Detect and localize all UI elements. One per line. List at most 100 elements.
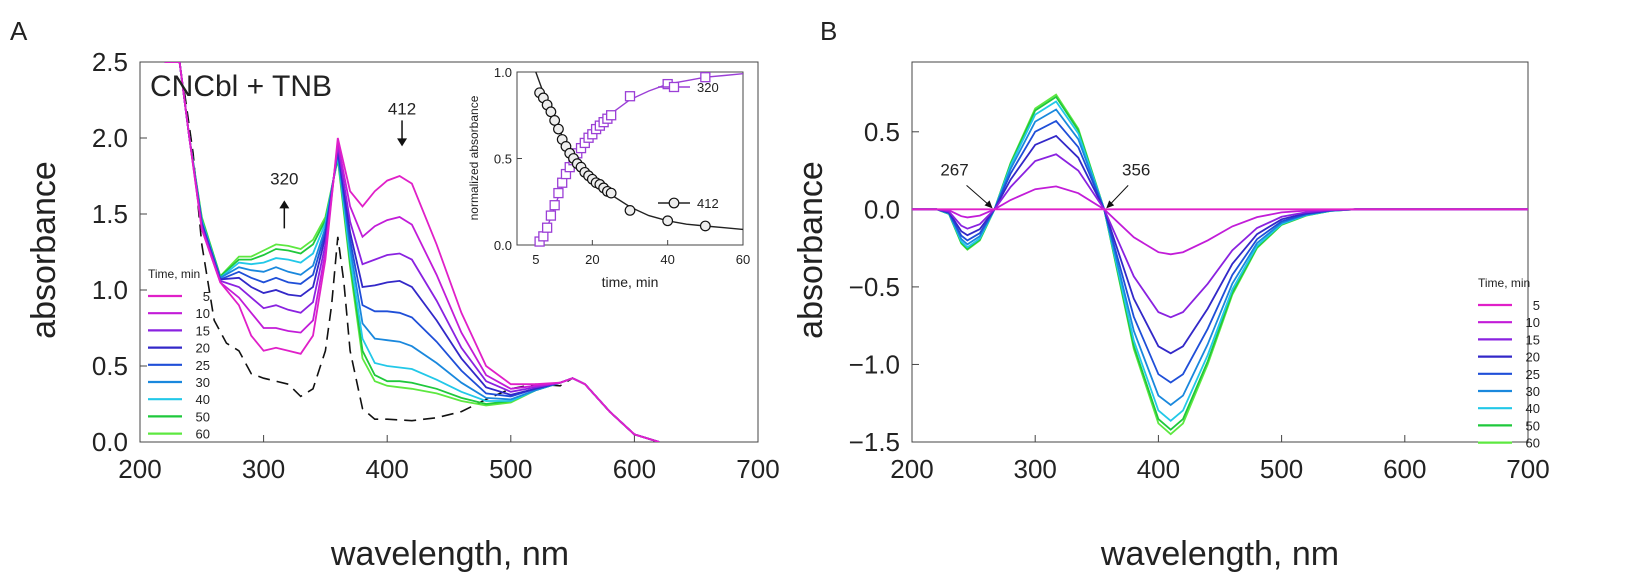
panel-b-legend: Time, min 5 10 15 20 25 30 40 50 60 — [1478, 276, 1540, 451]
inset-point-320 — [557, 177, 568, 188]
annotation-arrow-shaft — [966, 184, 991, 207]
x-tick-label: 600 — [1383, 454, 1426, 484]
legend-label: 5 — [1533, 298, 1540, 313]
inset-point-320 — [549, 200, 560, 211]
x-tick-label: 700 — [736, 454, 779, 484]
x-tick-label: 200 — [118, 454, 161, 484]
panel-a-plot-area — [139, 61, 759, 443]
legend-label: 40 — [1526, 401, 1540, 416]
x-tick-label: 700 — [1506, 454, 1549, 484]
legend-label: 10 — [196, 306, 210, 321]
annotation-arrow-head — [279, 200, 290, 209]
annotation-arrow-head — [1106, 200, 1115, 209]
inset-y-tick-label: 1.0 — [494, 65, 512, 80]
legend-label: 20 — [1526, 350, 1540, 365]
panel-b-x-tick-labels: 200 300 400 500 600 700 — [890, 454, 1549, 484]
y-tick-label: −0.5 — [849, 272, 900, 302]
legend-label: 50 — [1526, 418, 1540, 433]
legend-label: 50 — [196, 409, 210, 424]
annotation-label: 267 — [940, 160, 968, 179]
x-tick-label: 500 — [489, 454, 532, 484]
inset-point-320 — [538, 231, 549, 242]
panel-a-inset: time, min normalized absorbance 0.0 0.5 1.… — [467, 65, 750, 290]
x-tick-label: 400 — [366, 454, 409, 484]
legend-label: 5 — [203, 289, 210, 304]
panel-a-title: CNCbl + TNB — [150, 70, 332, 103]
y-tick-label: 0.0 — [864, 194, 900, 224]
inset-point-412 — [699, 220, 711, 232]
x-tick-label: 200 — [890, 454, 933, 484]
legend-label: 60 — [1526, 436, 1540, 451]
panel-b-annotations: 267 356 — [940, 160, 1150, 209]
y-tick-label: 0.5 — [864, 117, 900, 147]
inset-legend-label: 320 — [697, 80, 719, 95]
legend-label: 25 — [196, 358, 210, 373]
inset-legend-marker-412 — [668, 197, 680, 209]
inset-x-tick-label: 60 — [736, 252, 750, 267]
panel-a-frame — [139, 61, 759, 443]
y-tick-label: 0.0 — [92, 427, 128, 457]
annotation-label: 412 — [388, 99, 416, 118]
series-line-60 — [912, 93, 1528, 436]
y-tick-label: 1.5 — [92, 199, 128, 229]
panel-b: B −1.5−1.0−0.50.00.5 200 300 400 500 600 700 … — [792, 16, 1550, 573]
panel-a-legend: Time, min 5 10 15 20 25 30 40 50 60 — [148, 267, 210, 442]
panel-a-y-axis-label: absorbance — [25, 161, 63, 339]
legend-label: 30 — [1526, 384, 1540, 399]
inset-x-tick-label: 20 — [585, 252, 599, 267]
panel-b-plot-area — [911, 61, 1529, 443]
legend-label: 20 — [196, 341, 210, 356]
panel-a-annotations: 320 412 — [270, 99, 416, 229]
series-line-25 — [912, 119, 1528, 384]
legend-label: 15 — [196, 323, 210, 338]
x-tick-label: 300 — [242, 454, 285, 484]
inset-point-320 — [553, 187, 564, 199]
inset-point-412 — [553, 123, 564, 135]
y-tick-label: 2.0 — [92, 123, 128, 153]
inset-y-tick-label: 0.5 — [494, 152, 512, 167]
inset-point-320 — [606, 110, 617, 121]
panel-a-x-axis-label: wavelength, nm — [330, 535, 569, 573]
inset-point-320 — [624, 91, 636, 102]
inset-x-tick-label: 5 — [532, 252, 539, 267]
y-tick-label: 2.5 — [92, 47, 128, 77]
legend-label: 25 — [1526, 367, 1540, 382]
panel-a: A 0.00.51.01.52.02.5 200 300 400 500 600 700 … — [10, 16, 780, 573]
inset-legend-marker-320 — [668, 81, 680, 93]
y-tick-label: 0.5 — [92, 351, 128, 381]
y-tick-label: 1.0 — [92, 275, 128, 305]
series-line-50 — [912, 95, 1528, 431]
panel-a-label: A — [10, 16, 28, 46]
inset-point-412 — [624, 204, 636, 216]
annotation-label: 320 — [270, 169, 298, 188]
inset-y-tick-label: 0.0 — [494, 238, 512, 253]
panel-b-x-axis-label: wavelength, nm — [1100, 535, 1339, 573]
legend-label: 10 — [1526, 315, 1540, 330]
inset-point-320 — [541, 222, 553, 233]
panel-a-y-tick-labels: 0.0 0.5 1.0 1.5 2.0 2.5 — [92, 47, 128, 457]
inset-x-axis-label: time, min — [602, 274, 659, 290]
inset-point-412 — [605, 187, 617, 199]
panel-a-x-tick-labels: 200 300 400 500 600 700 — [118, 454, 779, 484]
legend-label: 30 — [196, 375, 210, 390]
panel-a-legend-title: Time, min — [148, 267, 200, 281]
x-tick-label: 500 — [1260, 454, 1303, 484]
inset-point-320 — [700, 72, 711, 83]
panel-b-series — [912, 93, 1528, 436]
panel-b-legend-title: Time, min — [1478, 276, 1530, 290]
panel-b-y-tick-labels: −1.5 −1.0 −0.5 0.0 0.5 — [849, 117, 900, 457]
y-tick-label: −1.5 — [849, 427, 900, 457]
series-line-5 — [164, 62, 660, 442]
x-tick-label: 600 — [613, 454, 656, 484]
annotation-label: 356 — [1122, 160, 1150, 179]
inset-x-tick-label: 40 — [660, 252, 674, 267]
y-tick-label: −1.0 — [849, 349, 900, 379]
panel-b-y-axis-label: absorbance — [792, 161, 830, 339]
inset-legend-label: 412 — [697, 196, 719, 211]
inset-point-320 — [545, 210, 557, 221]
legend-label: 15 — [1526, 332, 1540, 347]
reference-curve-dashed — [183, 92, 660, 442]
panel-b-frame — [911, 61, 1529, 443]
legend-label: 60 — [196, 427, 210, 442]
